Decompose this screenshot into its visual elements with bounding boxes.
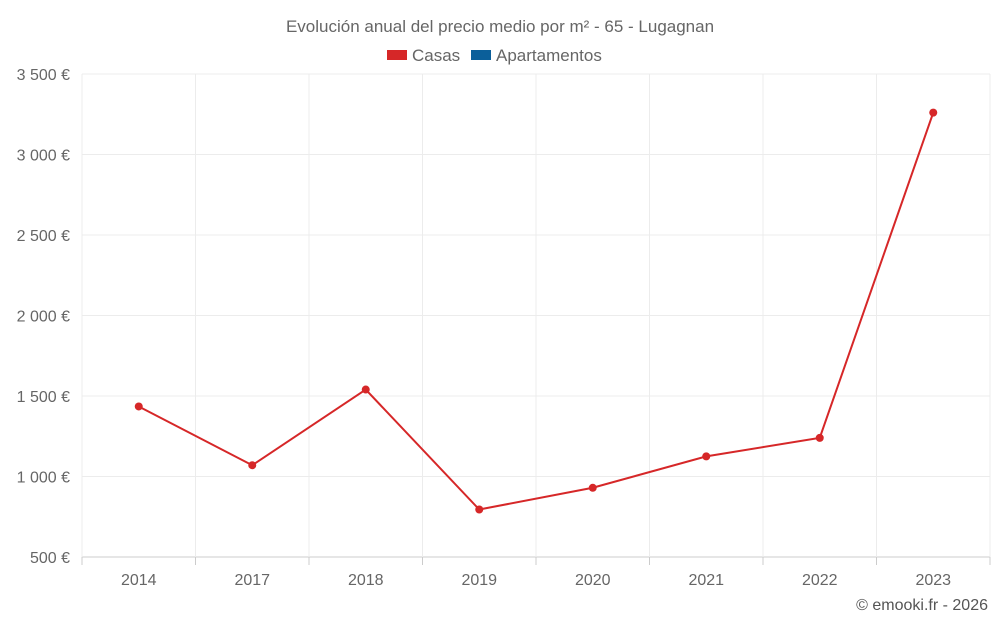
y-tick-label: 500 € <box>30 550 70 567</box>
y-tick-label: 3 000 € <box>17 148 70 165</box>
series-line-casas <box>138 112 935 511</box>
x-tick-label: 2020 <box>575 572 611 589</box>
y-tick-label: 1 000 € <box>17 470 70 487</box>
x-tick-label: 2019 <box>461 572 497 589</box>
data-point-casas[interactable] <box>702 452 711 461</box>
legend-label-apartamentos: Apartamentos <box>496 46 602 65</box>
legend: Casas Apartamentos <box>387 46 602 65</box>
grid <box>81 73 991 558</box>
x-axis: 2014 2017 2018 2019 2020 2021 2022 2023 <box>81 557 991 589</box>
x-tick-label: 2018 <box>348 572 384 589</box>
x-tick-label: 2023 <box>915 572 951 589</box>
legend-swatch-casas <box>387 50 407 60</box>
x-tick-label: 2022 <box>802 572 838 589</box>
y-tick-label: 1 500 € <box>17 389 70 406</box>
data-point-casas[interactable] <box>588 483 597 492</box>
y-axis: 500 € 1 000 € 1 500 € 2 000 € 2 500 € 3 000 €… <box>17 67 70 567</box>
chart-title: Evolución anual del precio medio por m² … <box>286 17 714 36</box>
data-point-casas[interactable] <box>475 505 484 514</box>
y-tick-label: 3 500 € <box>17 67 70 84</box>
legend-item-apartamentos[interactable]: Apartamentos <box>471 46 602 65</box>
data-point-casas[interactable] <box>929 108 938 117</box>
x-tick-label: 2017 <box>234 572 270 589</box>
y-tick-label: 2 000 € <box>17 309 70 326</box>
x-tick-label: 2014 <box>121 572 157 589</box>
credit-text: © emooki.fr - 2026 <box>856 597 988 614</box>
legend-swatch-apartamentos <box>471 50 491 60</box>
legend-item-casas[interactable]: Casas <box>387 46 460 65</box>
series-layer <box>134 108 938 514</box>
legend-label-casas: Casas <box>412 46 460 65</box>
data-point-casas[interactable] <box>134 402 143 411</box>
data-point-casas[interactable] <box>815 433 824 442</box>
x-tick-label: 2021 <box>688 572 724 589</box>
y-tick-label: 2 500 € <box>17 228 70 245</box>
data-point-casas[interactable] <box>361 385 370 394</box>
data-point-casas[interactable] <box>248 461 257 470</box>
